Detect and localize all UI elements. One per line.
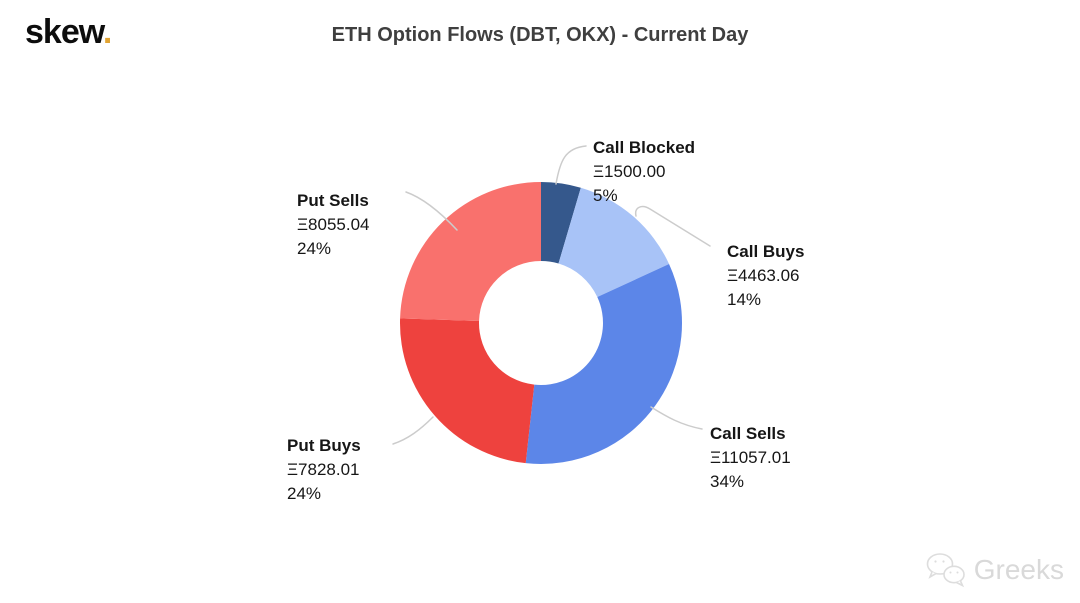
slice-value: Ξ7828.01 xyxy=(287,460,360,479)
slice-label-call-blocked: Call Blocked Ξ1500.00 5% xyxy=(593,136,695,208)
logo-text: skew xyxy=(25,13,104,51)
slice-percent: 14% xyxy=(727,290,762,309)
slice-percent: 24% xyxy=(287,484,322,503)
slice-name: Put Sells xyxy=(297,191,369,210)
skew-logo: skew. xyxy=(25,12,113,52)
greeks-watermark: Greeks xyxy=(924,551,1064,589)
slice-value: Ξ8055.04 xyxy=(297,215,370,234)
slice-percent: 24% xyxy=(297,239,332,258)
watermark-text: Greeks xyxy=(973,554,1064,585)
donut-slice-call-sells xyxy=(525,263,683,465)
slice-percent: 5% xyxy=(593,186,618,205)
slice-label-call-buys: Call Buys Ξ4463.06 14% xyxy=(727,240,804,312)
slice-label-put-buys: Put Buys Ξ7828.01 24% xyxy=(287,434,361,506)
slice-name: Call Blocked xyxy=(593,138,696,157)
chart-title: ETH Option Flows (DBT, OKX) - Current Da… xyxy=(331,24,749,46)
leader-line-call-buys xyxy=(634,205,711,247)
slice-label-put-sells: Put Sells Ξ8055.04 24% xyxy=(297,189,370,261)
slice-name: Call Buys xyxy=(727,242,805,261)
slice-value: Ξ1500.00 xyxy=(593,162,666,181)
slice-percent: 34% xyxy=(710,472,745,491)
leader-line-put-sells xyxy=(405,191,458,231)
slice-value: Ξ11057.01 xyxy=(710,448,791,467)
donut-slice-put-sells xyxy=(400,182,541,321)
slice-value: Ξ4463.06 xyxy=(727,266,800,285)
donut-slices xyxy=(399,182,683,465)
logo-dot: . xyxy=(102,13,113,51)
slice-label-call-sells: Call Sells Ξ11057.01 34% xyxy=(710,422,791,494)
slice-name: Put Buys xyxy=(287,436,361,455)
donut-slice-call-buys xyxy=(558,187,670,298)
slice-name: Call Sells xyxy=(710,424,786,443)
leader-line-put-buys xyxy=(392,416,434,445)
donut-slice-call-blocked xyxy=(541,182,581,264)
leader-lines xyxy=(392,145,711,445)
donut-slice-put-buys xyxy=(399,318,535,464)
leader-line-call-sells xyxy=(650,406,703,430)
wechat-icon xyxy=(924,551,968,589)
leader-line-call-blocked xyxy=(555,145,587,185)
